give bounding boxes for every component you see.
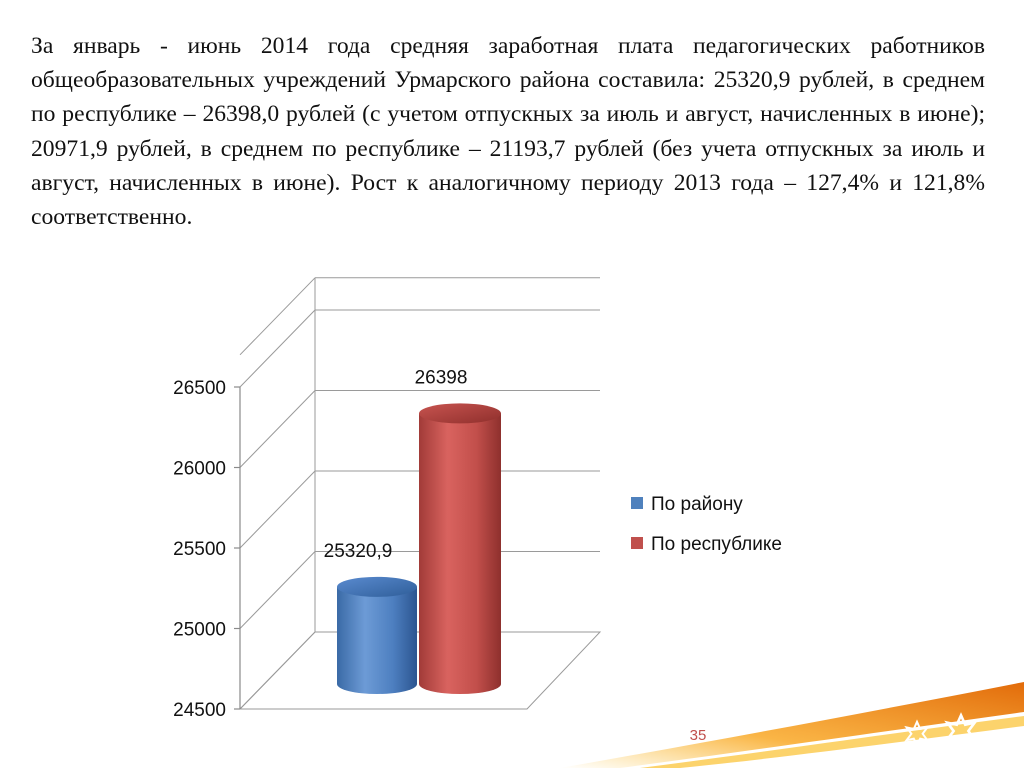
chart-labels: 25320,9 26398 xyxy=(324,367,468,561)
star-icon xyxy=(944,712,978,749)
legend-swatch xyxy=(631,497,643,509)
grid-diagonal xyxy=(239,470,316,549)
legend-swatch xyxy=(631,537,643,549)
chart-floor xyxy=(238,631,602,710)
slide-paragraph: За январь - июнь 2014 года средняя зараб… xyxy=(31,33,985,231)
grid-diagonal xyxy=(239,551,316,629)
grid-diagonal xyxy=(239,390,316,468)
y-tick-label: 25500 xyxy=(173,539,226,560)
y-tick-label: 26500 xyxy=(173,378,226,399)
legend-label: По району xyxy=(651,494,743,515)
page-number: 35 xyxy=(690,727,707,744)
y-tick-label: 25000 xyxy=(173,620,226,641)
star-icon xyxy=(904,719,930,748)
grid-diagonal xyxy=(239,309,316,388)
y-tick-label: 26000 xyxy=(173,459,226,480)
y-tick-label: 24500 xyxy=(173,700,226,721)
bar-cylinder-body xyxy=(419,413,501,694)
grid-diagonal xyxy=(239,277,316,356)
legend-label: По республике xyxy=(651,534,782,555)
bar-cylinder-top xyxy=(419,403,501,424)
data-label: 25320,9 xyxy=(324,541,393,562)
chart-bars xyxy=(337,403,501,694)
chart-axes: 24500 25000 25500 26000 26500 xyxy=(173,378,241,721)
bar-cylinder-body xyxy=(337,586,417,694)
decorative-swoosh-thin xyxy=(640,716,1024,768)
data-label: 26398 xyxy=(415,367,468,388)
bar-cylinder-top xyxy=(337,576,417,597)
star-icon xyxy=(989,733,1017,764)
slide-decoration xyxy=(560,682,1024,768)
chart-legend: По району По республике xyxy=(631,494,782,555)
